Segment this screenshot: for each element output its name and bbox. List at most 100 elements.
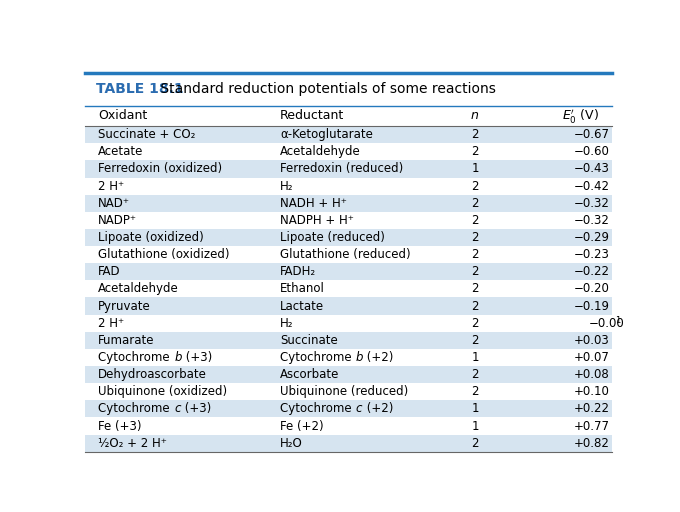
Text: Cytochrome: Cytochrome xyxy=(98,402,173,415)
Text: Lipoate (oxidized): Lipoate (oxidized) xyxy=(98,231,204,244)
Text: $b$: $b$ xyxy=(173,351,182,365)
Text: 2: 2 xyxy=(471,385,479,398)
Text: ½O₂ + 2 H⁺: ½O₂ + 2 H⁺ xyxy=(98,437,167,450)
Text: 2: 2 xyxy=(471,317,479,330)
Text: Oxidant: Oxidant xyxy=(98,110,148,122)
Text: −0.23: −0.23 xyxy=(573,248,609,261)
Text: Ferredoxin (oxidized): Ferredoxin (oxidized) xyxy=(98,162,222,176)
Text: (+2): (+2) xyxy=(363,402,394,415)
Text: Fe (+3): Fe (+3) xyxy=(98,419,141,433)
Text: Lipoate (reduced): Lipoate (reduced) xyxy=(280,231,385,244)
Text: FADH₂: FADH₂ xyxy=(280,265,316,279)
Text: Succinate: Succinate xyxy=(280,334,338,347)
Text: Reductant: Reductant xyxy=(280,110,344,122)
Text: −0.19: −0.19 xyxy=(573,300,609,312)
Text: Pyruvate: Pyruvate xyxy=(98,300,151,312)
Text: −0.32: −0.32 xyxy=(573,214,609,227)
Text: −0.20: −0.20 xyxy=(573,283,609,295)
Text: 2: 2 xyxy=(471,283,479,295)
Text: 1: 1 xyxy=(471,162,479,176)
Text: $c$: $c$ xyxy=(356,402,364,415)
Text: $c$: $c$ xyxy=(173,402,182,415)
Text: NAD⁺: NAD⁺ xyxy=(98,197,130,210)
Text: −0.32: −0.32 xyxy=(573,197,609,210)
Text: 2 H⁺: 2 H⁺ xyxy=(98,180,124,193)
Text: +0.08: +0.08 xyxy=(574,368,609,381)
Text: Glutathione (reduced): Glutathione (reduced) xyxy=(280,248,411,261)
Text: +0.07: +0.07 xyxy=(573,351,609,364)
Text: Ubiquinone (oxidized): Ubiquinone (oxidized) xyxy=(98,385,227,398)
Text: Succinate + CO₂: Succinate + CO₂ xyxy=(98,128,196,141)
Text: Cytochrome: Cytochrome xyxy=(280,402,356,415)
Text: 2: 2 xyxy=(471,145,479,158)
Text: 2: 2 xyxy=(471,334,479,347)
Text: 2: 2 xyxy=(471,128,479,141)
Text: α-Ketoglutarate: α-Ketoglutarate xyxy=(280,128,373,141)
Text: −0.42: −0.42 xyxy=(573,180,609,193)
Text: NADP⁺: NADP⁺ xyxy=(98,214,137,227)
FancyBboxPatch shape xyxy=(85,435,612,452)
FancyBboxPatch shape xyxy=(85,126,612,143)
Text: Cytochrome: Cytochrome xyxy=(280,351,356,364)
Text: TABLE 18.1: TABLE 18.1 xyxy=(95,82,183,96)
FancyBboxPatch shape xyxy=(85,400,612,417)
Text: 1: 1 xyxy=(615,315,620,325)
Text: Cytochrome: Cytochrome xyxy=(98,351,173,364)
Text: NADPH + H⁺: NADPH + H⁺ xyxy=(280,214,354,227)
FancyBboxPatch shape xyxy=(85,297,612,315)
FancyBboxPatch shape xyxy=(85,160,612,178)
Text: Standard reduction potentials of some reactions: Standard reduction potentials of some re… xyxy=(156,82,496,96)
Text: Acetaldehyde: Acetaldehyde xyxy=(98,283,179,295)
Text: +0.77: +0.77 xyxy=(573,419,609,433)
Text: $n$: $n$ xyxy=(471,110,479,122)
Text: −0.43: −0.43 xyxy=(573,162,609,176)
Text: Ascorbate: Ascorbate xyxy=(280,368,339,381)
Text: (+3): (+3) xyxy=(182,402,211,415)
Text: 2 H⁺: 2 H⁺ xyxy=(98,317,124,330)
Text: (+3): (+3) xyxy=(182,351,213,364)
Text: 2: 2 xyxy=(471,300,479,312)
Text: 2: 2 xyxy=(471,248,479,261)
Text: +0.82: +0.82 xyxy=(573,437,609,450)
FancyBboxPatch shape xyxy=(85,366,612,383)
Text: Ferredoxin (reduced): Ferredoxin (reduced) xyxy=(280,162,403,176)
FancyBboxPatch shape xyxy=(85,263,612,281)
Text: Acetaldehyde: Acetaldehyde xyxy=(280,145,360,158)
Text: +0.10: +0.10 xyxy=(573,385,609,398)
Text: 2: 2 xyxy=(471,180,479,193)
Text: Fe (+2): Fe (+2) xyxy=(280,419,324,433)
Text: Dehydroascorbate: Dehydroascorbate xyxy=(98,368,207,381)
Text: Lactate: Lactate xyxy=(280,300,324,312)
Text: 1: 1 xyxy=(471,402,479,415)
Text: 1: 1 xyxy=(471,419,479,433)
Text: −0.22: −0.22 xyxy=(573,265,609,279)
Text: H₂: H₂ xyxy=(280,317,294,330)
Text: 2: 2 xyxy=(471,265,479,279)
FancyBboxPatch shape xyxy=(85,195,612,212)
Text: H₂: H₂ xyxy=(280,180,294,193)
Text: Acetate: Acetate xyxy=(98,145,143,158)
Text: −0.29: −0.29 xyxy=(573,231,609,244)
Text: $E_0'\ \mathrm{(V)}$: $E_0'\ \mathrm{(V)}$ xyxy=(562,107,599,125)
Text: $b$: $b$ xyxy=(356,351,364,365)
Text: 2: 2 xyxy=(471,368,479,381)
Text: 2: 2 xyxy=(471,197,479,210)
Text: 2: 2 xyxy=(471,437,479,450)
FancyBboxPatch shape xyxy=(85,229,612,246)
Text: −0.60: −0.60 xyxy=(573,145,609,158)
Text: FAD: FAD xyxy=(98,265,121,279)
FancyBboxPatch shape xyxy=(85,332,612,349)
Text: Ubiquinone (reduced): Ubiquinone (reduced) xyxy=(280,385,408,398)
Text: +0.22: +0.22 xyxy=(573,402,609,415)
Text: NADH + H⁺: NADH + H⁺ xyxy=(280,197,347,210)
Text: (+2): (+2) xyxy=(363,351,394,364)
Text: +0.03: +0.03 xyxy=(574,334,609,347)
Text: Ethanol: Ethanol xyxy=(280,283,325,295)
Text: 2: 2 xyxy=(471,214,479,227)
Text: Fumarate: Fumarate xyxy=(98,334,154,347)
Text: 2: 2 xyxy=(471,231,479,244)
Text: H₂O: H₂O xyxy=(280,437,303,450)
Text: 1: 1 xyxy=(471,351,479,364)
Text: −0.00: −0.00 xyxy=(588,317,624,330)
Text: −0.67: −0.67 xyxy=(573,128,609,141)
